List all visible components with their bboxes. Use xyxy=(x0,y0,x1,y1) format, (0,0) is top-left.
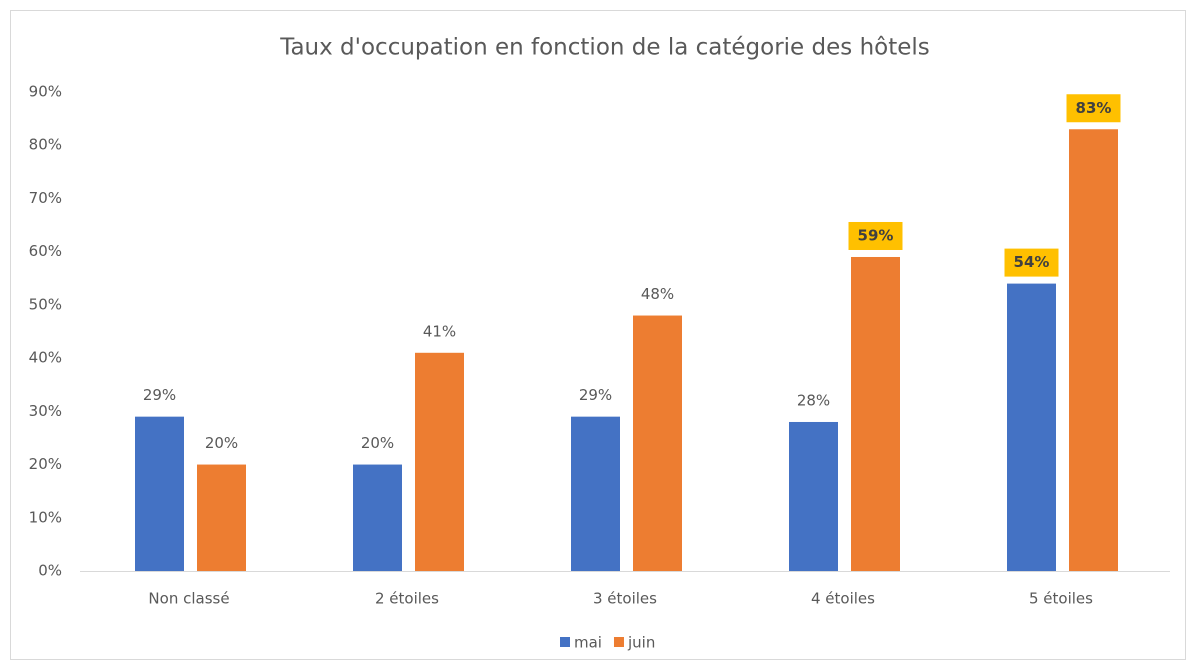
x-tick-label: 5 étoiles xyxy=(1029,590,1093,608)
value-label: 54% xyxy=(1014,253,1050,271)
value-label: 41% xyxy=(423,322,456,340)
value-label: 20% xyxy=(361,434,394,452)
y-tick-label: 50% xyxy=(29,295,62,313)
legend-swatch xyxy=(613,637,624,647)
bar xyxy=(415,352,464,571)
legend-label: juin xyxy=(627,634,655,652)
y-tick-label: 30% xyxy=(29,402,62,420)
y-tick-label: 20% xyxy=(29,455,62,473)
legend-label: mai xyxy=(574,634,602,652)
value-label-highlight xyxy=(1066,94,1121,123)
bar xyxy=(135,416,184,571)
value-label: 29% xyxy=(143,386,176,404)
value-label: 28% xyxy=(797,391,830,409)
x-tick-label: 3 étoiles xyxy=(593,590,657,608)
value-label: 83% xyxy=(1076,99,1112,117)
bar xyxy=(353,464,402,571)
bar xyxy=(571,416,620,571)
y-tick-label: 60% xyxy=(29,242,62,260)
bar xyxy=(851,256,900,571)
value-label-highlight xyxy=(1004,248,1059,277)
x-tick-label: Non classé xyxy=(148,590,229,608)
y-tick-label: 90% xyxy=(29,83,62,101)
value-label: 29% xyxy=(579,386,612,404)
bar xyxy=(789,421,838,571)
y-tick-label: 80% xyxy=(29,136,62,154)
value-label: 20% xyxy=(205,434,238,452)
bar xyxy=(1007,283,1056,571)
legend-swatch xyxy=(560,637,570,647)
y-tick-label: 40% xyxy=(29,349,62,367)
bar xyxy=(1069,129,1118,571)
value-label-highlight xyxy=(848,221,903,250)
bar xyxy=(197,464,246,571)
bar xyxy=(633,315,682,571)
x-tick-label: 4 étoiles xyxy=(811,590,875,608)
x-tick-label: 2 étoiles xyxy=(375,590,439,608)
y-tick-label: 70% xyxy=(29,189,62,207)
y-tick-label: 0% xyxy=(38,562,62,580)
y-tick-label: 10% xyxy=(29,508,62,526)
value-label: 48% xyxy=(641,285,674,303)
value-label: 59% xyxy=(858,226,894,244)
chart-title: Taux d'occupation en fonction de la caté… xyxy=(279,35,930,61)
